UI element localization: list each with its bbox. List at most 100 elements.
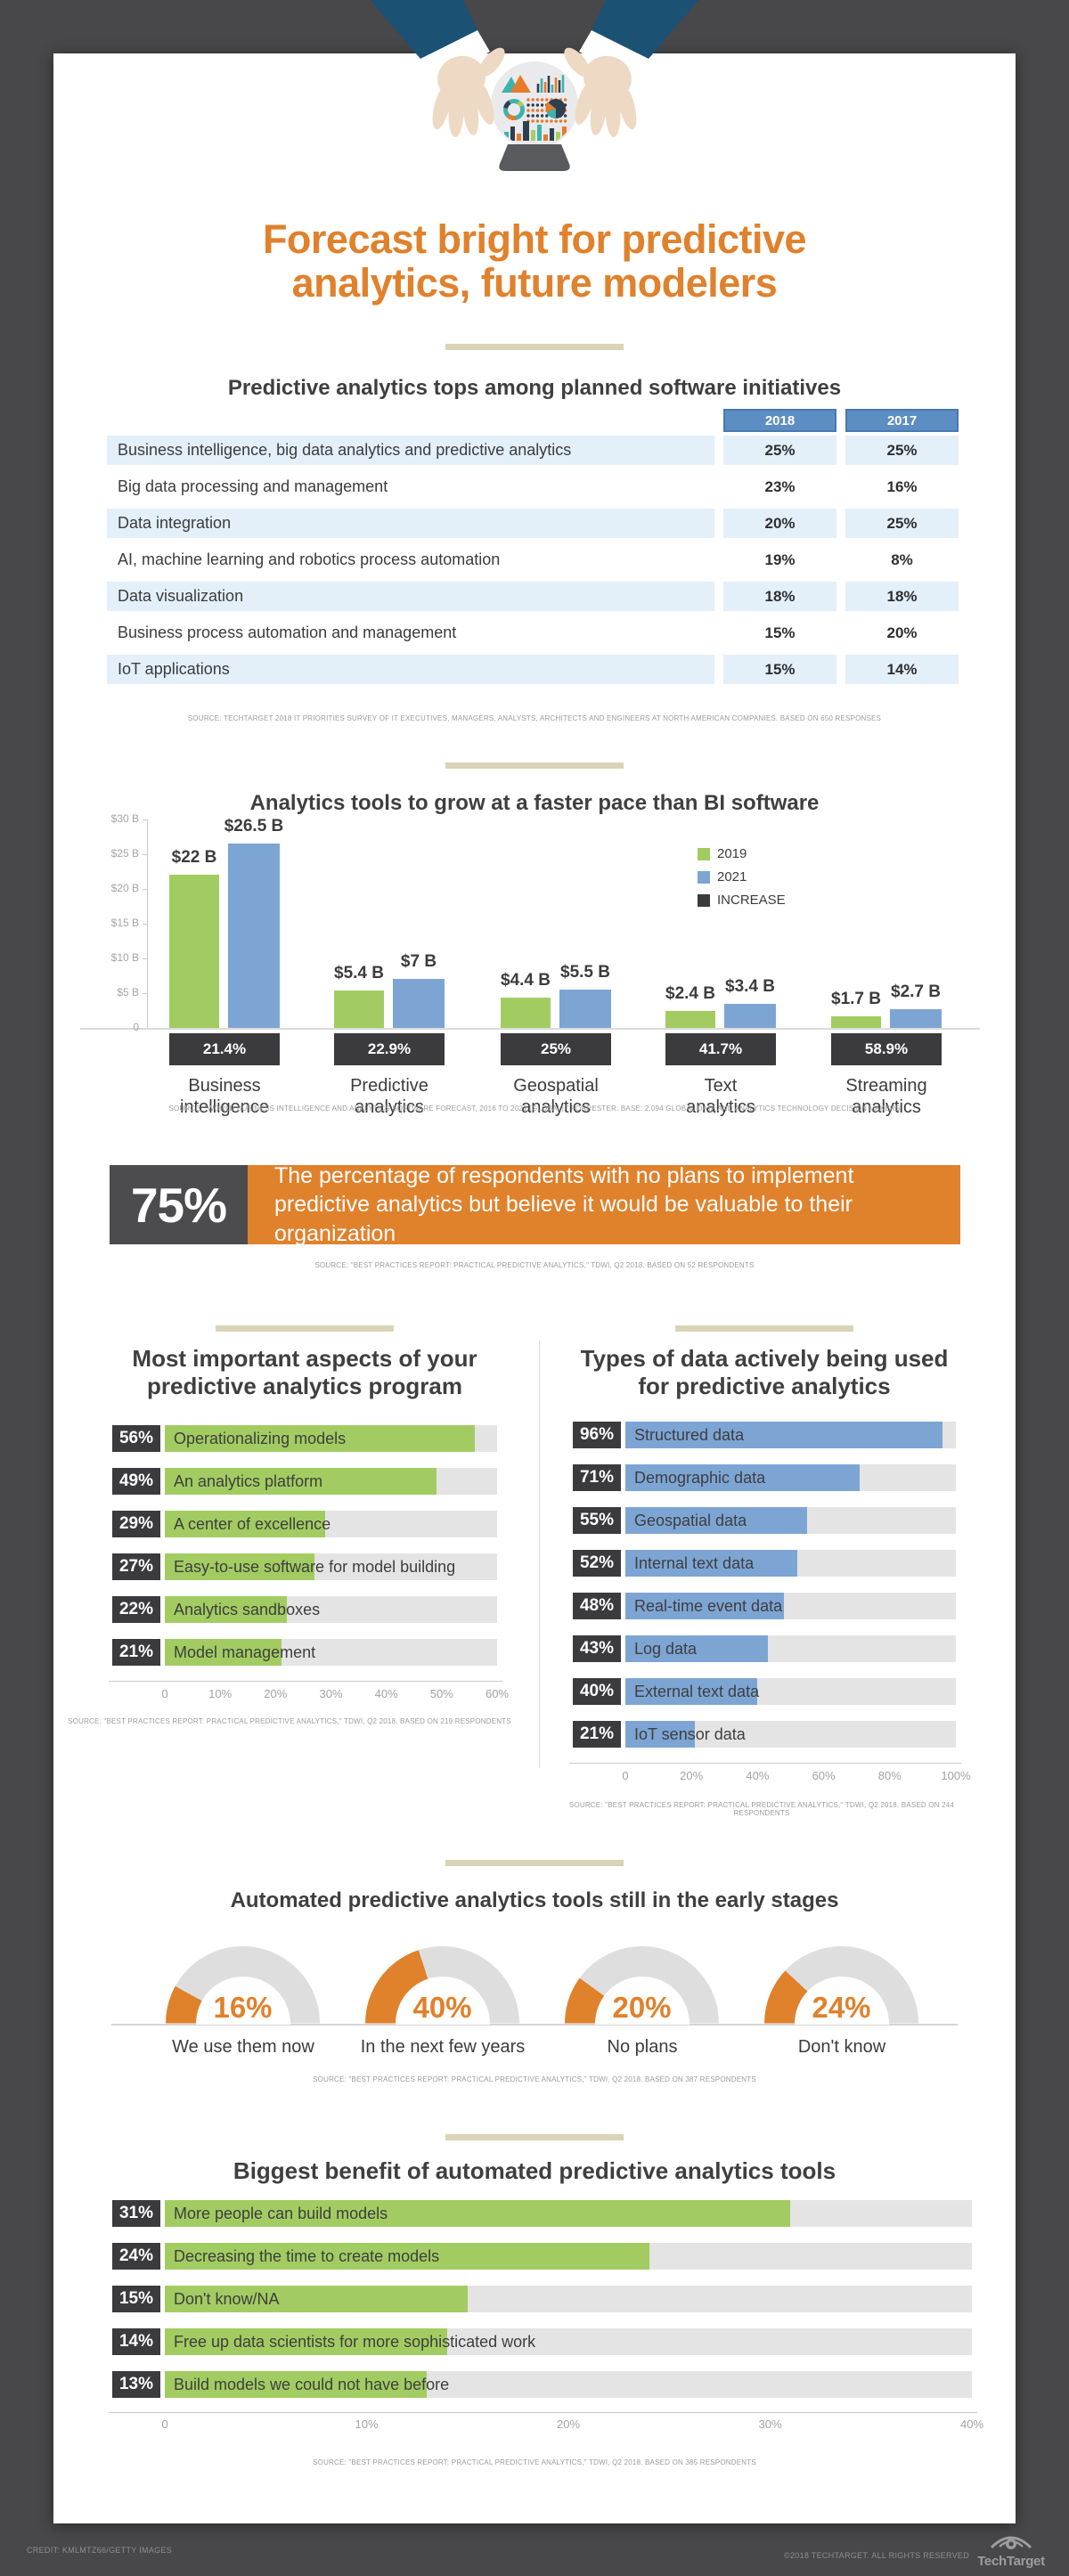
bar-value: $2.4 B xyxy=(665,984,715,1004)
x-tick: 30% xyxy=(758,2417,782,2431)
x-tick: 40% xyxy=(374,1687,398,1700)
gauge-label: No plans xyxy=(607,2037,678,2057)
bar-row: 71% Demographic data xyxy=(573,1464,956,1491)
percent-chip: 55% xyxy=(573,1507,621,1534)
table-row: Business intelligence, big data analytic… xyxy=(107,436,959,465)
bar-track xyxy=(165,2200,972,2227)
section-divider xyxy=(216,1325,394,1332)
bar-track xyxy=(625,1593,956,1619)
category-label: Text analytics xyxy=(686,1076,755,1117)
x-tick: 100% xyxy=(941,1769,971,1782)
bar-label: More people can build models xyxy=(174,2204,388,2222)
table-row: Data visualization 18% 18% xyxy=(107,582,959,611)
data-types-chart-source: SOURCE: "BEST PRACTICES REPORT: PRACTICA… xyxy=(568,1801,955,1817)
table-row: IoT applications 15% 14% xyxy=(107,655,959,684)
bar-fill xyxy=(165,1468,437,1495)
right-hand xyxy=(564,0,699,137)
chart-legend: 2019 2021 INCREASE xyxy=(698,846,786,908)
gauge-label: In the next few years xyxy=(360,2037,526,2057)
bar-label: Structured data xyxy=(634,1425,745,1444)
x-tick: 40% xyxy=(959,2417,984,2431)
percent-chip: 43% xyxy=(573,1635,621,1662)
bar-value: $2.7 B xyxy=(891,982,941,1001)
value-2018: 15% xyxy=(764,624,796,641)
bar-label: An analytics platform xyxy=(174,1471,323,1490)
growth-chart-heading: Analytics tools to grow at a faster pace… xyxy=(249,791,820,815)
percent-chip: 56% xyxy=(112,1425,160,1452)
bar-value: $3.4 B xyxy=(725,977,775,997)
row-label: Business process automation and manageme… xyxy=(118,624,457,641)
bar-2021: $5.5 B xyxy=(559,963,611,1028)
bar-row: 55% Geospatial data xyxy=(573,1507,956,1534)
section-divider xyxy=(445,762,624,769)
percent-chip: 29% xyxy=(112,1511,160,1537)
section-divider xyxy=(445,1860,624,1866)
bar-2019: $22 B xyxy=(169,848,219,1028)
row-label: Data integration xyxy=(107,509,714,538)
bar-group: $22 B $26.5 B xyxy=(169,817,283,1028)
bar-value: $22 B xyxy=(171,848,217,868)
gauge-label: We use them now xyxy=(172,2037,314,2057)
value-2017: 18% xyxy=(845,582,959,611)
bar-fill xyxy=(165,2328,448,2355)
growth-chart-source: SOURCE: "WORLD BUSINESS INTELLIGENCE AND… xyxy=(168,1105,901,1113)
x-tick: 0 xyxy=(161,2417,168,2431)
bar-2019: $1.7 B xyxy=(831,990,881,1028)
aspects-chart-heading: Most important aspects of your predictiv… xyxy=(132,1345,477,1399)
gauge-label: Don't know xyxy=(797,2037,886,2057)
eye-icon xyxy=(990,2536,1032,2549)
column-divider xyxy=(539,1341,540,1768)
table-row: Business process automation and manageme… xyxy=(107,618,955,648)
gauges-source: SOURCE: "BEST PRACTICES REPORT: PRACTICA… xyxy=(313,2075,756,2083)
legend-swatch-2019 xyxy=(698,847,710,860)
bar-2019: $4.4 B xyxy=(501,971,551,1028)
bar-label: IoT sensor data xyxy=(634,1724,746,1743)
bar-label: Log data xyxy=(634,1639,698,1658)
bar-2021: $2.7 B xyxy=(890,982,942,1028)
page-title: Forecast bright for predictive analytics… xyxy=(262,216,807,306)
x-tick: 10% xyxy=(208,1687,233,1700)
bar-row: 15% Don't know/NA xyxy=(112,2286,972,2312)
bar-2021: $3.4 B xyxy=(724,977,776,1028)
category-label: Business intelligence xyxy=(179,1076,270,1117)
value-2018: 20% xyxy=(723,509,836,538)
bar-row: 96% Structured data xyxy=(573,1422,956,1448)
y-tick: $20 B xyxy=(110,882,139,894)
bar-fill xyxy=(625,1422,943,1448)
y-tick: $5 B xyxy=(117,986,139,999)
section-divider xyxy=(675,1325,853,1332)
percent-chip: 49% xyxy=(112,1468,160,1495)
table-row: AI, machine learning and robotics proces… xyxy=(107,545,955,575)
bar-group: $4.4 B $5.5 B xyxy=(501,819,611,1028)
y-axis-line xyxy=(147,819,148,1028)
stat-value: 75% xyxy=(110,1165,248,1244)
bar-row: 24% Decreasing the time to create models xyxy=(112,2243,972,2270)
bar-label: Real-time event data xyxy=(634,1596,783,1615)
bar-label: A center of excellence xyxy=(174,1514,331,1533)
data-types-bar-chart: 96% Structured data 71% Demographic data… xyxy=(569,1422,971,1814)
value-2018: 19% xyxy=(764,550,796,568)
value-2018: 23% xyxy=(764,477,796,495)
mini-charts xyxy=(502,75,571,141)
y-tick: $25 B xyxy=(110,847,139,860)
bar-track xyxy=(625,1635,956,1662)
x-tick: 0 xyxy=(161,1687,168,1700)
bar-track xyxy=(625,1678,956,1705)
bar-label: Operationalizing models xyxy=(174,1429,347,1447)
bar-row: 52% Internal text data xyxy=(573,1550,956,1577)
y-tick: 0 xyxy=(133,1021,139,1033)
value-2017: 8% xyxy=(891,550,913,568)
bar-track xyxy=(165,2243,972,2270)
percent-chip: 13% xyxy=(112,2371,160,2398)
bar-fill xyxy=(625,1464,861,1491)
x-tick: 10% xyxy=(355,2417,379,2431)
bar-2019: $2.4 B xyxy=(665,984,715,1028)
techtarget-logo: TechTarget xyxy=(976,2526,1046,2569)
brand-wordmark: TechTarget xyxy=(977,2554,1045,2569)
percent-chip: 52% xyxy=(573,1550,621,1577)
bar-track xyxy=(165,1639,497,1666)
bar-track xyxy=(625,1422,956,1448)
bar-fill xyxy=(165,1553,314,1580)
gauge-value: 20% xyxy=(612,1991,672,2024)
